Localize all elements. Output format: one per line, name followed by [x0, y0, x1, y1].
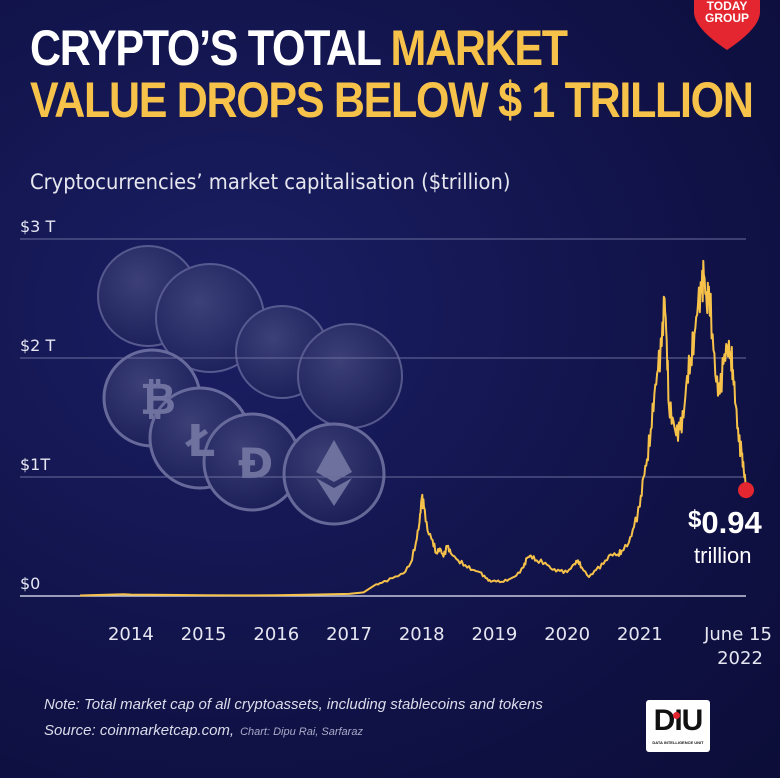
diu-logo-dot-icon	[673, 712, 680, 719]
x-tick-label-0: 2014	[108, 624, 154, 645]
headline: CRYPTO’S TOTAL MARKET VALUE DROPS BELOW …	[30, 22, 754, 126]
headline-line-2: VALUE DROPS BELOW $ 1 TRILLION	[30, 74, 754, 126]
headline-white: CRYPTO’S TOTAL	[30, 20, 391, 76]
y-tick-label-0: $0	[20, 574, 40, 593]
x-tick-label-6: 2020	[544, 624, 590, 645]
svg-text:Đ: Đ	[238, 439, 273, 488]
market-cap-line	[79, 259, 747, 597]
svg-text:₿: ₿	[140, 374, 176, 425]
callout-unit: trillion	[694, 543, 752, 568]
chart-note: Note: Total market cap of all cryptoasse…	[44, 696, 543, 713]
x-tick-label-1: 2015	[181, 624, 227, 645]
chart-grid	[20, 238, 746, 597]
y-tick-label-2: $2 T	[20, 336, 55, 355]
callout-currency: $	[688, 506, 702, 533]
headline-line-1: CRYPTO’S TOTAL MARKET	[30, 22, 632, 74]
chart-subtitle: Cryptocurrencies’ market capitalisation …	[30, 170, 511, 194]
x-tick-label-7: 2021	[617, 624, 663, 645]
svg-text:Ł: Ł	[185, 416, 215, 467]
y-axis-ticks: $0 $1T $2 T $3 T	[20, 217, 55, 593]
headline-yellow-2: VALUE DROPS BELOW $ 1 TRILLION	[30, 72, 754, 128]
callout-value: $0.94	[688, 505, 762, 541]
today-group-logo-text: TODAY GROUP	[704, 0, 749, 25]
headline-yellow-1: MARKET	[390, 20, 568, 76]
diu-logo-subtitle: DATA INTELLIGENCE UNIT	[652, 740, 704, 745]
source-text: Source: coinmarketcap.com,	[44, 722, 235, 739]
chart-credit: Chart: Dipu Rai, Sarfaraz	[240, 726, 363, 738]
x-tick-label-3: 2017	[326, 624, 372, 645]
y-tick-label-3: $3 T	[20, 217, 55, 236]
y-tick-label-1: $1T	[20, 455, 50, 474]
x-tick-label-5: 2019	[472, 624, 518, 645]
x-axis-ticks: 2014 2015 2016 2017 2018 2019 2020 2021 June 15 2…	[108, 624, 772, 669]
today-group-logo-icon	[694, 0, 760, 50]
diu-logo-text: DIU	[653, 704, 704, 737]
x-tick-sublabel: 2022	[717, 648, 763, 669]
coins-illustration-icon: ₿ Ł Đ	[97, 245, 403, 526]
chart-source: Source: coinmarketcap.com, Chart: Dipu Ra…	[44, 722, 363, 739]
x-tick-label-4: 2018	[399, 624, 445, 645]
x-tick-label-8: June 15	[703, 624, 772, 645]
x-tick-label-2: 2016	[253, 624, 299, 645]
callout-number: 0.94	[701, 505, 762, 540]
diu-logo: DIU DATA INTELLIGENCE UNIT	[646, 700, 710, 752]
latest-value-marker	[738, 482, 754, 499]
